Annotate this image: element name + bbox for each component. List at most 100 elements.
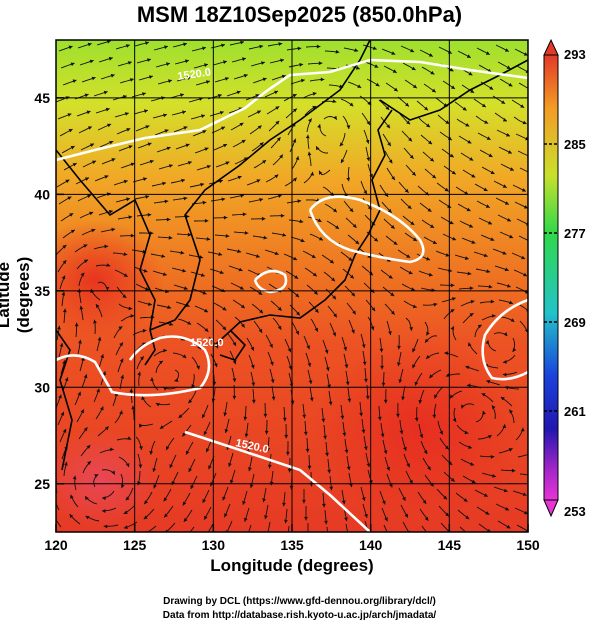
streamline-arrowhead — [428, 272, 433, 277]
streamline — [517, 303, 528, 312]
streamline-arrowhead — [468, 445, 472, 449]
streamline-arrowhead — [485, 511, 490, 515]
streamline-arrowhead — [380, 433, 385, 438]
streamline-arrowhead — [67, 113, 72, 117]
streamline-arrowhead — [83, 427, 88, 432]
streamline-arrowhead — [167, 305, 172, 310]
streamline-arrowhead — [214, 363, 218, 368]
streamline-arrowhead — [232, 360, 237, 365]
streamline-arrowhead — [412, 84, 417, 89]
streamline-arrowhead — [419, 434, 424, 438]
streamline-arrowhead — [119, 342, 123, 347]
streamline-arrowhead — [281, 74, 286, 79]
streamline-arrowhead — [242, 57, 246, 62]
streamline — [56, 518, 62, 528]
streamline-arrowhead — [332, 332, 337, 337]
streamline-arrowhead — [520, 427, 525, 432]
streamline-arrowhead — [223, 215, 228, 220]
streamline-arrowhead — [486, 379, 491, 384]
streamline-arrowhead — [202, 46, 206, 51]
streamline-arrowhead — [425, 338, 429, 343]
streamline — [518, 235, 528, 241]
x-tick-label: 120 — [44, 537, 68, 553]
streamline-arrowhead — [222, 306, 227, 311]
streamline-arrowhead — [64, 461, 68, 466]
streamline-arrowhead — [294, 275, 299, 279]
streamline-arrowhead — [57, 325, 61, 330]
streamline-arrowhead — [451, 170, 456, 175]
streamline-arrowhead — [123, 252, 128, 256]
streamline-arrowhead — [449, 67, 454, 72]
streamline-arrowhead — [464, 191, 469, 195]
x-axis-ticks: 120 125 130 135 140 145 150 — [44, 524, 540, 553]
streamline-arrowhead — [163, 113, 167, 118]
streamline-arrowhead — [85, 496, 89, 501]
streamline-arrowhead — [321, 418, 326, 423]
streamline-arrowhead — [390, 292, 395, 297]
streamline-arrowhead — [429, 374, 434, 379]
streamline-arrowhead — [322, 503, 326, 508]
streamline-arrowhead — [510, 318, 515, 322]
streamline-arrowhead — [153, 484, 157, 489]
streamline-arrowhead — [240, 304, 245, 309]
streamline-arrowhead — [236, 90, 241, 95]
streamline-arrowhead — [187, 321, 192, 325]
streamline-arrowhead — [282, 417, 287, 422]
streamline-arrowhead — [72, 475, 77, 480]
x-tick-label: 140 — [359, 537, 383, 553]
streamline-arrowhead — [258, 291, 263, 295]
streamline-arrowhead — [451, 85, 455, 89]
streamline-arrowhead — [64, 377, 69, 382]
streamline-arrowhead — [145, 195, 150, 199]
colorbar-upper-arrow — [543, 38, 559, 56]
streamline-arrowhead — [314, 327, 318, 332]
streamline-arrowhead — [406, 254, 411, 258]
streamline-arrowhead — [501, 100, 506, 104]
streamline-arrowhead — [204, 63, 208, 67]
streamline-arrowhead — [237, 175, 242, 180]
streamline-arrowhead — [223, 144, 228, 148]
streamline-arrowhead — [263, 235, 268, 240]
streamline-arrowhead — [120, 374, 124, 379]
streamline-arrowhead — [145, 125, 150, 129]
streamline-arrowhead — [240, 194, 245, 198]
streamline-arrowhead — [490, 299, 495, 304]
streamline-arrowhead — [427, 534, 431, 538]
streamline-arrowhead — [261, 216, 266, 221]
streamline-arrowhead — [428, 140, 433, 145]
streamline-arrowhead — [252, 399, 256, 404]
warm-core-south — [56, 430, 160, 530]
streamline-arrowhead — [268, 464, 272, 469]
streamline-arrowhead — [270, 379, 275, 383]
streamline-arrowhead — [305, 448, 310, 453]
streamline-arrowhead — [426, 355, 430, 359]
streamline-arrowhead — [282, 502, 286, 507]
streamline-arrowhead — [467, 271, 472, 276]
streamline-arrowhead — [282, 233, 287, 237]
streamline-arrowhead — [445, 120, 450, 124]
streamline-arrowhead — [393, 241, 398, 245]
streamline-arrowhead — [450, 394, 454, 399]
streamline — [189, 526, 195, 532]
streamline-arrowhead — [469, 157, 474, 161]
streamline-arrowhead — [62, 245, 67, 249]
streamline-arrowhead — [142, 92, 146, 96]
streamline-arrowhead — [339, 142, 344, 147]
streamline-arrowhead — [162, 181, 166, 186]
streamline-arrowhead — [324, 349, 329, 354]
streamline-arrowhead — [79, 305, 84, 310]
streamline-arrowhead — [240, 40, 244, 45]
streamline-arrowhead — [450, 477, 455, 482]
streamline-arrowhead — [445, 512, 449, 517]
streamline-arrowhead — [351, 292, 355, 297]
streamline-arrowhead — [242, 500, 246, 505]
streamline-arrowhead — [381, 382, 386, 387]
streamline-arrowhead — [262, 498, 266, 503]
streamline-arrowhead — [424, 106, 428, 111]
streamline-arrowhead — [363, 190, 367, 195]
streamline-arrowhead — [485, 340, 490, 345]
streamline-arrowhead — [468, 71, 473, 76]
streamline-arrowhead — [482, 410, 486, 415]
y-tick-label: 40 — [34, 186, 50, 202]
streamline-arrowhead — [238, 267, 243, 272]
